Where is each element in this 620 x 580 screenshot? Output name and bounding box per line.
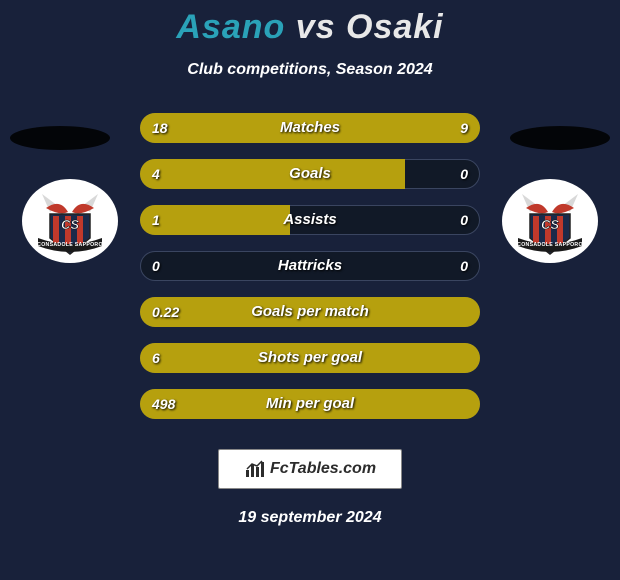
- stat-value-player1: 4: [152, 159, 160, 189]
- stat-row: Assists1 0: [140, 205, 480, 235]
- comparison-title: Asano vs Osaki: [0, 0, 620, 47]
- stat-label: Matches: [140, 113, 480, 143]
- stat-value-player2: 0: [460, 159, 468, 189]
- stat-value-player2: 0: [460, 205, 468, 235]
- stat-row: Min per goal498: [140, 389, 480, 419]
- stat-value-player1: 18: [152, 113, 168, 143]
- stat-row: Goals4 0: [140, 159, 480, 189]
- stat-row: Hattricks0 0: [140, 251, 480, 281]
- stat-value-player1: 6: [152, 343, 160, 373]
- stat-value-player1: 0.22: [152, 297, 179, 327]
- stat-row: Goals per match0.22: [140, 297, 480, 327]
- brand-box: FcTables.com: [218, 449, 402, 489]
- stat-label: Assists: [140, 205, 480, 235]
- stat-label: Goals: [140, 159, 480, 189]
- stat-value-player1: 0: [152, 251, 160, 281]
- brand-text: FcTables.com: [270, 460, 376, 478]
- stat-label: Hattricks: [140, 251, 480, 281]
- player2-name: Osaki: [346, 8, 444, 46]
- brand-chart-icon: [244, 459, 266, 479]
- stat-row: Shots per goal6: [140, 343, 480, 373]
- stat-label: Goals per match: [140, 297, 480, 327]
- vs-text: vs: [296, 8, 346, 46]
- subtitle: Club competitions, Season 2024: [0, 61, 620, 79]
- stat-row: Matches18 9: [140, 113, 480, 143]
- stat-label: Min per goal: [140, 389, 480, 419]
- stat-value-player2: 0: [460, 251, 468, 281]
- stats-bars: Matches189Goals40Assists10Hattricks00Goa…: [140, 113, 480, 435]
- stat-value-player1: 1: [152, 205, 160, 235]
- player1-name: Asano: [176, 8, 285, 46]
- stat-value-player2: 9: [460, 113, 468, 143]
- stat-label: Shots per goal: [140, 343, 480, 373]
- stat-value-player1: 498: [152, 389, 175, 419]
- date-text: 19 september 2024: [0, 509, 620, 527]
